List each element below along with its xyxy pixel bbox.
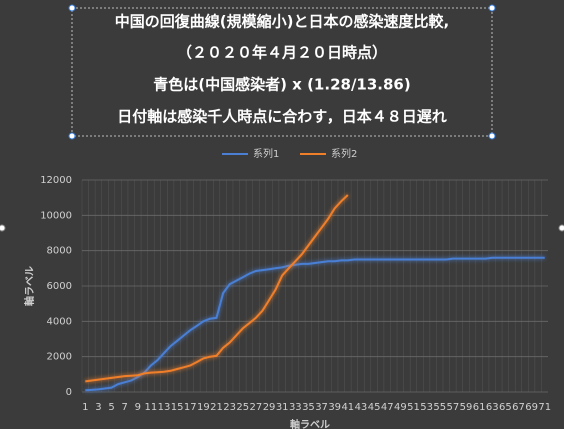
legend-label: 系列1 xyxy=(253,147,279,160)
x-tick-label: 35 xyxy=(302,402,315,413)
x-tick-label: 19 xyxy=(197,402,210,413)
x-tick-label: 1 xyxy=(82,402,88,413)
x-tick-label: 33 xyxy=(289,402,302,413)
x-tick-label: 49 xyxy=(394,402,407,413)
x-tick-label: 3 xyxy=(95,402,101,413)
x-tick-label: 55 xyxy=(433,402,446,413)
x-tick-label: 23 xyxy=(223,402,236,413)
x-tick-label: 63 xyxy=(486,402,499,413)
y-axis-label: 軸ラベル xyxy=(23,266,36,306)
handle xyxy=(68,132,76,140)
x-tick-label: 21 xyxy=(210,402,223,413)
y-tick-label: 8000 xyxy=(47,246,72,257)
legend-label: 系列2 xyxy=(331,147,357,160)
x-tick-label: 39 xyxy=(328,402,341,413)
x-tick-label: 5 xyxy=(108,402,114,413)
x-tick-label: 15 xyxy=(171,402,184,413)
x-tick-label: 61 xyxy=(473,402,486,413)
y-tick-label: 4000 xyxy=(47,316,72,327)
x-tick-label: 59 xyxy=(460,402,473,413)
y-tick-label: 6000 xyxy=(47,281,72,292)
x-tick-label: 29 xyxy=(263,402,276,413)
x-tick-label: 71 xyxy=(538,402,551,413)
x-tick-label: 45 xyxy=(368,402,381,413)
title-box xyxy=(71,7,493,137)
y-tick-label: 0 xyxy=(66,387,72,398)
x-axis-label: 軸ラベル xyxy=(290,418,330,429)
chart-title: 青色は(中国感染者) x (1.28/13.86) xyxy=(153,76,410,94)
x-tick-label: 7 xyxy=(121,402,127,413)
x-tick-label: 17 xyxy=(184,402,197,413)
x-tick-label: 11 xyxy=(145,402,158,413)
x-tick-label: 31 xyxy=(276,402,289,413)
x-tick-label: 51 xyxy=(407,402,420,413)
chart-title: 中国の回復曲線(規模縮小)と日本の感染速度比較, xyxy=(115,13,449,31)
handle xyxy=(68,4,76,12)
x-tick-label: 41 xyxy=(341,402,354,413)
x-tick-label: 57 xyxy=(446,402,459,413)
x-tick-label: 37 xyxy=(315,402,328,413)
y-tick-label: 10000 xyxy=(40,210,72,221)
y-tick-label: 12000 xyxy=(40,175,72,186)
y-tick-label: 2000 xyxy=(47,352,72,363)
x-tick-label: 67 xyxy=(512,402,525,413)
handle xyxy=(488,132,496,140)
x-tick-label: 43 xyxy=(355,402,368,413)
x-tick-label: 9 xyxy=(135,402,141,413)
handle xyxy=(488,4,496,12)
x-tick-label: 65 xyxy=(499,402,512,413)
x-tick-label: 27 xyxy=(250,402,263,413)
x-tick-label: 25 xyxy=(236,402,249,413)
handle xyxy=(0,224,6,232)
x-tick-label: 47 xyxy=(381,402,394,413)
series-line xyxy=(85,194,349,383)
x-tick-label: 69 xyxy=(525,402,538,413)
chart-title: （２０２０年４月２０日時点） xyxy=(177,44,387,62)
x-tick-label: 53 xyxy=(420,402,433,413)
chart-title: 日付軸は感染千人時点に合わす，日本４８日遅れ xyxy=(117,108,446,126)
x-tick-label: 13 xyxy=(158,402,171,413)
handle xyxy=(558,224,564,232)
series-line xyxy=(85,256,545,392)
